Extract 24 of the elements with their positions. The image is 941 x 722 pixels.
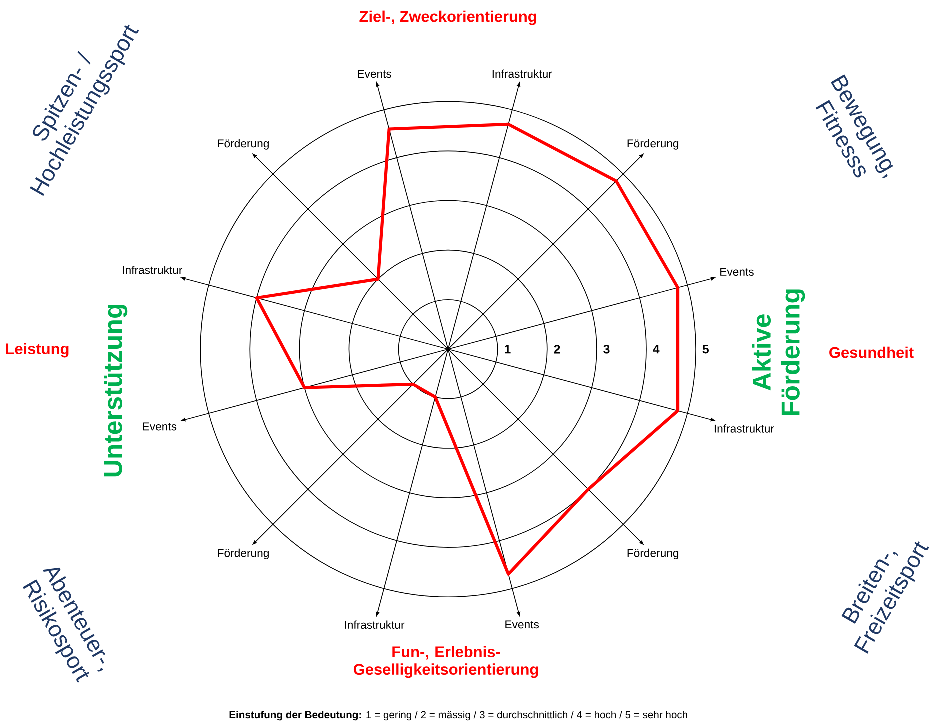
spoke-label: Förderung — [628, 139, 679, 150]
spoke-label: Events — [358, 70, 392, 78]
text: Unterstützung — [104, 305, 128, 477]
spoke-label: Förderung — [628, 549, 679, 560]
spoke-label: Events — [506, 620, 540, 629]
spoke-label: Infrastruktur — [714, 424, 774, 433]
text: Gesundheit — [830, 346, 914, 358]
spoke-label: Förderung — [218, 139, 269, 150]
spoke-label: Infrastruktur — [345, 620, 405, 630]
spoke-label: Infrastruktur — [123, 266, 183, 274]
text: Fun-, Erlebnis- Geselligkeitsorientierung — [354, 646, 538, 678]
y-tick-label: 3 — [604, 345, 610, 354]
spoke-label: Events — [720, 268, 754, 276]
y-tick-label: 1 — [505, 345, 511, 354]
text: Einstufung der Bedeutung: 1 = gering / 2 = mässig / 3 = durchschnittlich / 4 = hoch / 5 = sehr hoch — [230, 711, 688, 721]
text: Leistung — [6, 343, 69, 358]
text: Ziel-, Zweckorientierung — [360, 10, 536, 26]
y-tick-label: 4 — [653, 345, 660, 354]
text: Aktive Förderung — [752, 290, 806, 416]
y-tick-label: 5 — [702, 345, 709, 354]
y-tick-label: 2 — [554, 345, 560, 354]
spoke-label: Infrastruktur — [492, 70, 552, 78]
spoke-label: Events — [143, 422, 177, 431]
spoke-label: Förderung — [218, 549, 269, 560]
